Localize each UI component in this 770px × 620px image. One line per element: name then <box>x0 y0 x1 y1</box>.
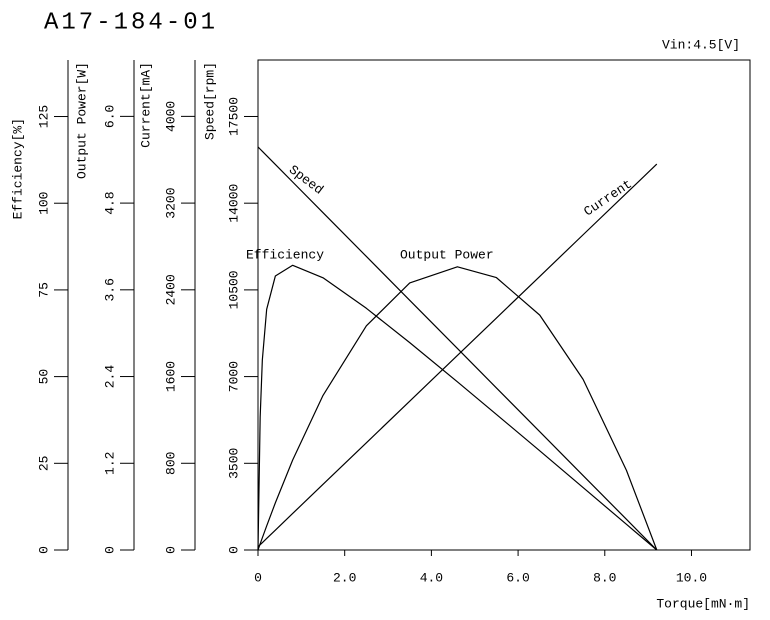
y-tick-label: 3500 <box>226 448 241 479</box>
chart-title: A17-184-01 <box>44 9 218 36</box>
y-tick-label: 3200 <box>163 187 178 218</box>
annotation: Vin:4.5[V] <box>662 37 740 52</box>
plot-frame <box>257 59 751 551</box>
x-tick-label: 2.0 <box>333 570 356 585</box>
series-line <box>257 146 658 551</box>
series-label: Efficiency <box>246 247 324 262</box>
y-tick-label: 125 <box>36 105 51 128</box>
series-label: Speed <box>286 162 326 197</box>
x-tick-label: 6.0 <box>506 570 529 585</box>
y-axis-title: Speed[rpm] <box>202 62 217 140</box>
y-tick-label: 17500 <box>226 97 241 136</box>
y-tick-label: 14000 <box>226 184 241 223</box>
y-tick-label: 2400 <box>163 274 178 305</box>
y-tick-label: 2.4 <box>102 365 117 389</box>
y-tick-label: 1.2 <box>102 452 117 475</box>
series-line <box>257 266 658 551</box>
y-tick-label: 1600 <box>163 361 178 392</box>
y-tick-label: 75 <box>36 282 51 298</box>
y-axis-title: Output Power[W] <box>74 62 89 179</box>
y-tick-label: 0 <box>163 546 178 554</box>
y-tick-label: 800 <box>163 452 178 475</box>
y-tick-label: 50 <box>36 369 51 385</box>
series-label: Output Power <box>400 247 494 262</box>
y-tick-label: 7000 <box>226 361 241 392</box>
y-axis-title: Efficiency[%] <box>10 118 25 219</box>
y-tick-label: 25 <box>36 456 51 472</box>
y-tick-label: 0 <box>102 546 117 554</box>
y-tick-label: 3.6 <box>102 278 117 301</box>
y-tick-label: 4.8 <box>102 191 117 214</box>
x-axis-label: Torque[mN·m] <box>656 596 750 611</box>
x-tick-label: 8.0 <box>593 570 616 585</box>
y-tick-label: 0 <box>36 546 51 554</box>
x-tick-label: 10.0 <box>676 570 707 585</box>
y-tick-label: 0 <box>226 546 241 554</box>
x-tick-label: 0 <box>254 570 262 585</box>
y-tick-label: 100 <box>36 192 51 215</box>
series-line <box>257 264 658 551</box>
y-tick-label: 4000 <box>163 101 178 132</box>
x-tick-label: 4.0 <box>420 570 443 585</box>
y-axis-title: Current[mA] <box>138 62 153 148</box>
y-tick-label: 10500 <box>226 270 241 309</box>
series-label: Current <box>581 176 635 219</box>
series-line <box>257 163 658 548</box>
y-tick-label: 6.0 <box>102 105 117 128</box>
